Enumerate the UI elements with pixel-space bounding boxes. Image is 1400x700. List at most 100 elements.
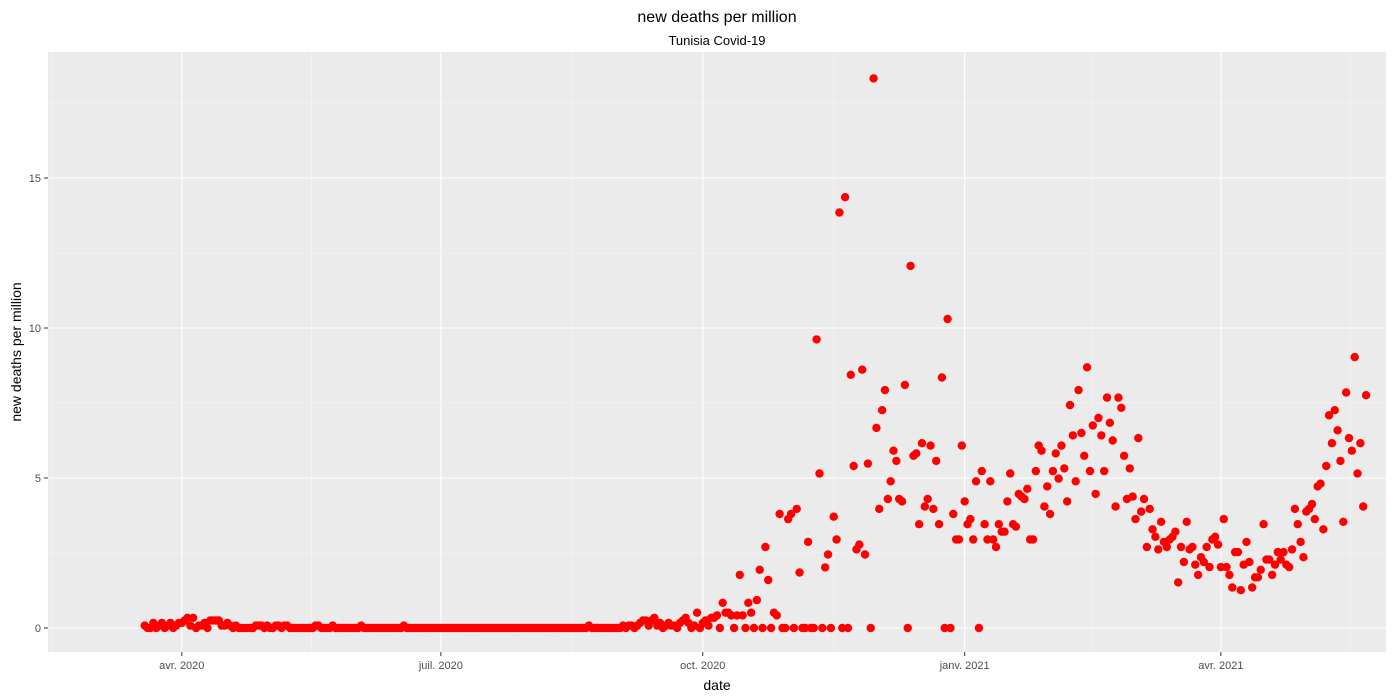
- y-axis-ticks: 0 5 10 15: [29, 173, 48, 635]
- data-point: [849, 461, 858, 471]
- data-point: [1023, 484, 1032, 493]
- x-tick-label: janv. 2021: [939, 660, 990, 672]
- data-point: [1111, 502, 1120, 511]
- data-point: [1265, 555, 1274, 564]
- data-point: [1179, 557, 1189, 567]
- data-point: [1350, 352, 1359, 362]
- data-point: [846, 370, 855, 379]
- data-point: [835, 208, 844, 217]
- data-point: [929, 504, 938, 514]
- data-point: [1099, 466, 1109, 476]
- data-point: [1296, 537, 1305, 547]
- data-point: [786, 509, 796, 519]
- data-point: [1290, 504, 1300, 514]
- data-point: [1341, 388, 1351, 397]
- data-point: [1062, 497, 1072, 506]
- data-point: [729, 623, 739, 633]
- data-point: [1336, 456, 1345, 466]
- data-point: [832, 535, 841, 544]
- data-point: [1322, 461, 1331, 471]
- data-point: [812, 335, 821, 344]
- data-point: [761, 542, 770, 552]
- data-point: [1071, 477, 1080, 486]
- data-point: [1054, 474, 1063, 483]
- data-point: [1188, 542, 1197, 552]
- data-point: [1154, 545, 1163, 554]
- data-point: [1040, 502, 1049, 511]
- data-point: [823, 550, 833, 559]
- data-point: [818, 623, 827, 633]
- data-point: [1006, 469, 1015, 478]
- data-point: [1048, 466, 1058, 476]
- data-point: [1151, 532, 1160, 541]
- data-point: [712, 611, 722, 620]
- data-point: [897, 497, 907, 506]
- data-point: [872, 423, 881, 433]
- data-point: [920, 502, 930, 511]
- data-point: [966, 514, 975, 524]
- data-point: [1114, 393, 1123, 402]
- data-point: [1293, 520, 1302, 529]
- data-point: [826, 623, 836, 633]
- data-point: [1102, 393, 1112, 402]
- data-point: [1091, 489, 1100, 499]
- data-point: [957, 441, 967, 450]
- data-point: [1327, 439, 1337, 448]
- data-point: [1319, 525, 1328, 534]
- data-point: [718, 598, 727, 607]
- data-point: [1139, 494, 1149, 504]
- data-point: [1043, 482, 1052, 491]
- data-point: [1333, 426, 1342, 435]
- data-point: [855, 540, 864, 549]
- data-point: [1245, 557, 1254, 567]
- y-tick-label: 0: [35, 623, 41, 635]
- data-point: [1307, 499, 1317, 509]
- data-point: [954, 535, 964, 544]
- data-point: [749, 623, 759, 633]
- data-point: [1279, 547, 1288, 557]
- chart-title: new deaths per million: [637, 9, 796, 26]
- data-point: [1259, 520, 1268, 529]
- data-point: [880, 385, 890, 395]
- data-point: [1108, 436, 1117, 445]
- data-point: [960, 497, 969, 506]
- data-point: [781, 623, 790, 633]
- data-point: [650, 613, 659, 622]
- data-point: [866, 623, 875, 633]
- data-point: [188, 613, 198, 622]
- data-point: [943, 314, 952, 324]
- data-point: [1145, 504, 1154, 514]
- data-point: [1359, 502, 1368, 511]
- data-point: [889, 446, 898, 455]
- data-point: [755, 565, 764, 574]
- data-point: [1117, 403, 1126, 412]
- data-point: [1233, 547, 1243, 557]
- data-point: [1031, 466, 1041, 476]
- data-point: [1202, 542, 1211, 552]
- data-point: [843, 623, 853, 633]
- data-point: [1011, 522, 1021, 531]
- data-point: [1171, 527, 1180, 536]
- data-point: [840, 193, 850, 202]
- data-point: [1193, 570, 1203, 580]
- data-point: [934, 520, 944, 529]
- data-point: [741, 623, 750, 633]
- data-point: [203, 623, 212, 633]
- panel-background: [48, 52, 1386, 652]
- data-point: [1256, 565, 1265, 574]
- data-point: [877, 406, 887, 415]
- data-point: [1142, 542, 1152, 552]
- x-tick-label: avr. 2020: [159, 660, 204, 672]
- data-point: [1222, 562, 1231, 572]
- data-point: [875, 504, 884, 514]
- data-point: [1344, 433, 1354, 443]
- data-point: [815, 469, 824, 478]
- data-point: [1299, 553, 1308, 562]
- x-tick-label: juil. 2020: [418, 660, 463, 672]
- chart-subtitle: Tunisia Covid-19: [668, 33, 765, 48]
- x-tick-label: avr. 2021: [1198, 660, 1243, 672]
- data-point: [1361, 391, 1371, 400]
- data-point: [971, 477, 981, 486]
- data-point: [1094, 413, 1103, 423]
